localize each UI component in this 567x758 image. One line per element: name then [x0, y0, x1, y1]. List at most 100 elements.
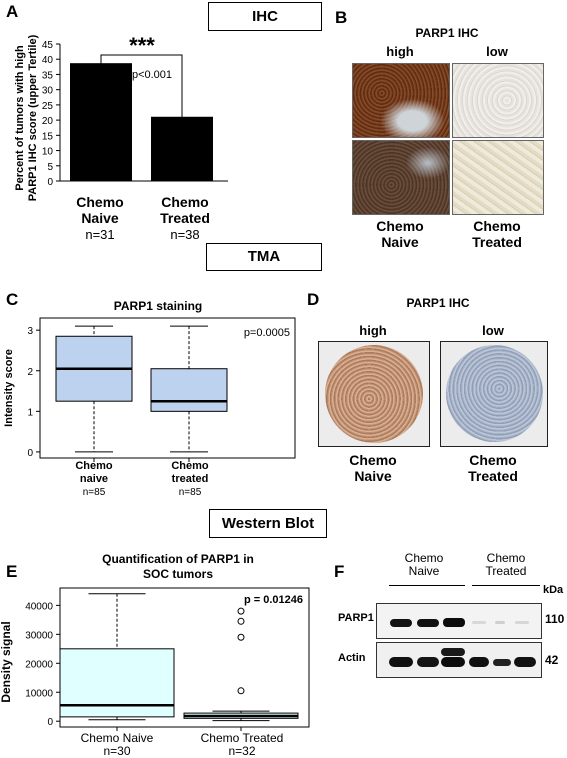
panel-a-group1-line1: Chemo	[76, 194, 124, 210]
panel-f-kda-unit: kDa	[543, 584, 564, 596]
panel-e-title-line1: Quantification of PARP1 in	[102, 552, 254, 566]
panel-e-outlier	[237, 617, 245, 625]
band-actin-3	[441, 657, 465, 667]
panel-d-group1-line2: Naive	[354, 468, 392, 484]
panel-a-bracket	[100, 54, 183, 118]
panel-f-blot-actin	[376, 642, 542, 678]
panel-e-ylabel: Density signal	[0, 621, 13, 702]
band-parp1-6	[515, 621, 529, 624]
panel-e-ytick-label: 30000	[25, 630, 53, 641]
panel-a-ytick-label: 15	[42, 131, 54, 142]
panel-c-group2-line2: treated	[171, 473, 209, 485]
panel-f-group2-line2: Treated	[485, 564, 527, 578]
section-label-western: Western Blot	[209, 509, 327, 538]
panel-a-significance: ***	[129, 33, 155, 58]
panel-b-group2-line1: Chemo	[473, 218, 521, 234]
panel-e-group1-label: Chemo Naive	[80, 731, 154, 745]
panel-e-ytick-label: 40000	[25, 601, 53, 612]
panel-c-ytick-label: 3	[27, 326, 33, 337]
panel-d-core-naive	[325, 345, 423, 443]
panel-f-group1-line2: Naive	[408, 564, 440, 578]
panel-f-blot-parp1	[376, 603, 542, 639]
panel-a-ytick-label: 20	[42, 116, 54, 127]
band-actin-5	[493, 659, 511, 666]
panel-c-chart: PARP1 staining Intensity score p=0.0005 …	[3, 299, 296, 462]
panel-letter-c: C	[6, 290, 19, 309]
panel-b-group2-line2: Treated	[472, 234, 522, 250]
band-parp1-4	[472, 621, 486, 624]
band-actin-2	[417, 657, 439, 667]
panel-d-col-high: high	[359, 323, 387, 338]
panel-letter-d: D	[307, 290, 320, 309]
panel-a-ytick-label: 25	[42, 101, 54, 112]
panel-d-core-frame-low	[440, 341, 548, 447]
panel-a-pvalue: p<0.001	[132, 69, 172, 81]
panel-f-row-label-actin: Actin	[338, 652, 366, 664]
panel-d-group2-line2: Treated	[468, 468, 518, 484]
band-actin-3a	[441, 648, 465, 656]
panel-e-ytick-label: 20000	[25, 659, 53, 670]
panel-e-outlier	[237, 607, 245, 615]
band-parp1-3	[443, 618, 465, 627]
band-parp1-1	[390, 619, 412, 627]
panel-a-group2-line1: Chemo	[161, 194, 209, 210]
panel-c-group1-line1: Chemo	[75, 460, 113, 472]
panel-b-image-naive-low	[352, 140, 450, 215]
panel-a-ytick-label: 10	[42, 147, 54, 158]
panel-a-bar	[151, 116, 213, 181]
panel-a-ytick-label: 0	[47, 177, 53, 188]
panel-a-ylabel-line1: Percent of tumors with high	[14, 45, 26, 191]
panel-f-group2-underline	[472, 585, 540, 586]
panel-c-ytick-label: 0	[27, 448, 33, 459]
panel-d-title: PARP1 IHC	[406, 296, 470, 310]
panel-e-outlier	[237, 687, 245, 695]
panel-b-group1-line2: Naive	[381, 234, 419, 250]
panel-d-core-frame-high	[318, 341, 430, 447]
panel-letter-e: E	[6, 562, 18, 581]
panel-c-ytick-label: 1	[27, 407, 33, 418]
panel-b-image-treated-high	[452, 63, 544, 138]
panel-b-image-naive-high	[352, 63, 450, 138]
band-actin-6	[514, 657, 536, 667]
section-label-ihc: IHC	[208, 2, 322, 31]
panel-a-ylabel-line2: PARP1 IHC score (upper Tertile)	[27, 34, 39, 201]
panel-letter-a: A	[6, 2, 19, 21]
panel-a-ytick-label: 35	[42, 70, 54, 81]
panel-c-group1-n: n=85	[82, 487, 106, 498]
panel-c-group2-n: n=85	[178, 487, 202, 498]
band-actin-4	[469, 657, 489, 667]
panel-c-ylabel: Intensity score	[3, 349, 15, 427]
panel-f-kda-110: 110	[545, 612, 565, 626]
panel-d-group1-line1: Chemo	[349, 452, 397, 468]
panel-c-pvalue: p=0.0005	[244, 327, 290, 339]
panel-c-group2-line1: Chemo	[171, 460, 209, 472]
panel-e-outlier	[237, 633, 245, 641]
panel-c-group1-line2: naive	[79, 473, 109, 485]
section-label-tma: TMA	[206, 243, 322, 271]
panel-a-group1-n: n=31	[85, 227, 115, 242]
panel-b-col-high: high	[386, 44, 414, 59]
panel-b-title: PARP1 IHC	[415, 26, 479, 40]
panel-f-kda-42: 42	[545, 653, 559, 667]
panel-c-ytick-label: 2	[27, 367, 33, 378]
panel-letter-b: B	[335, 8, 348, 27]
panel-f-group2-line1: Chemo	[486, 551, 526, 565]
panel-a-ytick-label: 40	[42, 55, 54, 66]
panel-f-row-label-parp1: PARP1	[338, 612, 374, 624]
panel-f-group1-line1: Chemo	[404, 551, 444, 565]
panel-e-group2-label: Chemo Treated	[200, 731, 284, 745]
band-parp1-2	[417, 619, 439, 627]
panel-b-image-treated-low	[452, 140, 544, 215]
panel-e-group1-n: n=30	[103, 744, 131, 758]
panel-d-group2-line1: Chemo	[469, 452, 517, 468]
panel-a-group1-line2: Naive	[81, 210, 119, 226]
panel-a-chart: Percent of tumors with high PARP1 IHC sc…	[14, 33, 228, 201]
panel-c-plot-frame	[39, 317, 296, 459]
panel-letter-f: F	[334, 562, 345, 581]
panel-e-title-line2: SOC tumors	[143, 567, 213, 581]
panel-c-title: PARP1 staining	[114, 299, 202, 313]
band-actin-1	[389, 657, 413, 667]
panel-e-ytick-label: 0	[47, 717, 53, 728]
panel-e-chart: Quantification of PARP1 in SOC tumors De…	[0, 552, 310, 731]
panel-a-ytick-label: 45	[42, 40, 54, 51]
